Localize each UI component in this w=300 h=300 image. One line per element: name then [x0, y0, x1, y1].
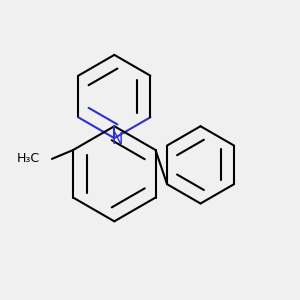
Text: N: N — [112, 132, 123, 147]
Text: H₃C: H₃C — [17, 152, 40, 165]
